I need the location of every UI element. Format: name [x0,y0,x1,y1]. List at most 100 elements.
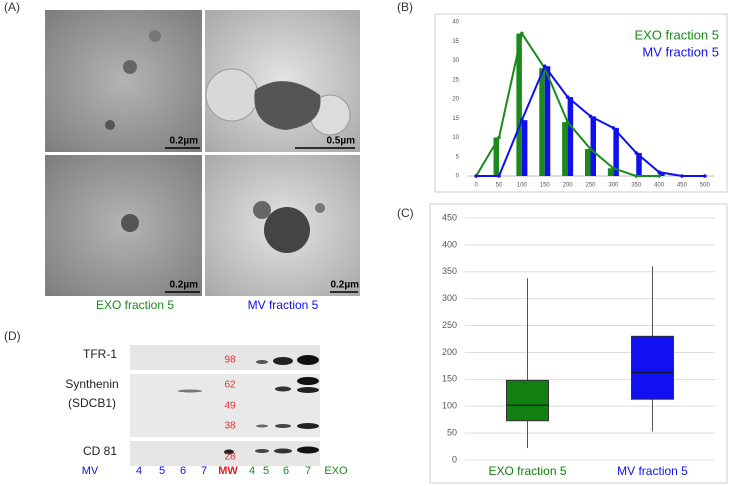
legend-entry: MV fraction 5 [642,44,719,59]
lane-label: 4 [249,465,255,477]
aggregate [254,81,321,130]
vesicle [121,214,139,232]
x-tick-label: 50 [496,183,503,189]
x-tick-label: MV fraction 5 [617,464,688,478]
band [297,377,319,385]
y-tick-label: 40 [452,20,459,26]
x-tick-label: 200 [563,183,574,189]
band [255,449,269,453]
vesicle [315,203,325,213]
lane-label: MW [218,465,238,477]
band [297,387,319,393]
box [506,379,549,422]
line [475,31,660,177]
y-tick-label: 0 [456,174,460,180]
vesicle [264,207,310,253]
y-tick-label: 300 [442,293,457,303]
band [297,355,319,365]
vesicle [253,201,271,219]
band [256,360,268,364]
lane-label: 6 [180,465,186,477]
panel-label: (D) [4,329,21,343]
y-tick-label: 25 [452,77,459,83]
band [178,389,202,393]
mw-marker: 38 [224,421,236,432]
bar [607,168,614,176]
x-tick-label: 250 [585,183,596,189]
x-tick-label: 400 [654,183,665,189]
micrographs: 0.2µm 0.5µm 0.2µm 0.2µm [45,10,360,296]
caption: EXO fraction 5 [96,298,174,312]
band [224,449,234,455]
band [297,423,319,429]
row-label: CD 81 [83,444,117,458]
mw-marker: 98 [224,355,236,366]
band [275,424,291,428]
y-tick-label: 5 [456,154,460,160]
scale-label: 0.2µm [169,280,198,291]
band [297,446,319,454]
lane-label: 5 [263,465,269,477]
band [274,448,292,454]
bar [539,68,545,176]
y-tick-label: 35 [452,39,459,45]
scale-label: 0.5µm [326,136,355,147]
bar [590,116,596,176]
y-tick-label: 15 [452,116,459,122]
lane-label: 6 [283,465,289,477]
bar [659,172,665,176]
y-tick-label: 30 [452,58,459,64]
mw-marker: 28 [224,452,236,463]
x-tick-label: 0 [474,183,478,189]
scale-label: 0.2µm [330,280,359,291]
bar [493,137,500,176]
y-tick-label: 250 [442,320,457,330]
y-tick-label: 10 [452,135,459,141]
bar [516,33,522,176]
scale-label: 0.2µm [169,136,198,147]
lane-label: EXO [324,465,348,477]
x-tick-label: EXO fraction 5 [488,464,566,478]
y-tick-label: 20 [452,97,459,103]
row-label: Synthenin [65,377,118,391]
y-tick-label: 0 [452,454,457,464]
panel-label: (C) [397,206,414,220]
y-tick-label: 200 [442,347,457,357]
lane-label: MV [82,465,99,477]
y-tick-label: 350 [442,266,457,276]
line [476,64,705,177]
vesicle [205,68,259,122]
band [256,424,268,428]
chart-frame [429,203,728,484]
x-tick-label: 100 [517,183,528,189]
vesicle [149,30,161,42]
y-tick-label: 150 [442,374,457,384]
y-tick-label: 100 [442,401,457,411]
legend-entry: EXO fraction 5 [634,27,719,42]
band [275,386,291,392]
vesicle [105,120,115,130]
lane-label: 5 [159,465,165,477]
y-tick-label: 50 [447,427,457,437]
y-tick-label: 450 [442,212,457,222]
bar [544,66,551,176]
x-tick-label: 150 [540,183,551,189]
bar [567,97,574,176]
x-tick-label: 450 [677,183,688,189]
panel-label: (B) [397,0,413,14]
y-tick-label: 400 [442,239,457,249]
row-label: (SDCB1) [68,396,116,410]
chart-frame [434,13,728,193]
lane-label: 4 [136,465,142,477]
bar [562,122,568,176]
bar [613,127,619,176]
x-tick-label: 500 [700,183,711,189]
band [273,357,293,365]
mw-marker: 62 [224,380,236,391]
lane-label: 7 [201,465,207,477]
bar [585,149,591,176]
box [631,335,674,400]
western-blot [130,345,320,466]
panel-label: (A) [4,0,20,14]
